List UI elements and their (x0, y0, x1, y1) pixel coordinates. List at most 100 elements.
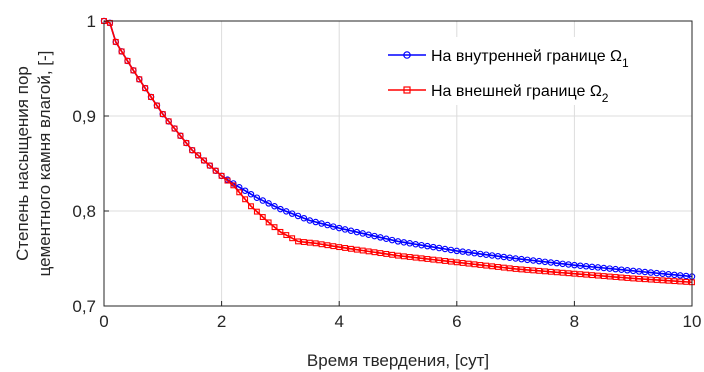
series-point (589, 272, 595, 279)
y-axis-label-line-1: Степень насыщения пор (13, 66, 32, 261)
legend: На внутренней границе Ω1 На внешней грани… (382, 37, 688, 105)
series-point (248, 203, 254, 210)
x-tick-label: 6 (452, 312, 461, 331)
series-point (683, 278, 690, 285)
series-point (241, 187, 249, 194)
series-point (253, 194, 261, 201)
series-point (530, 267, 537, 274)
series-point (430, 243, 437, 251)
y-axis-label-line-2: цементного камня влагой, [-] (35, 51, 54, 277)
series-point (677, 278, 684, 285)
x-tick-label: 4 (334, 312, 343, 331)
series-point (324, 221, 331, 229)
series-point (283, 232, 290, 239)
series-point (265, 200, 272, 207)
series-point (642, 276, 648, 283)
series-point (471, 261, 478, 268)
series-point (312, 218, 319, 226)
series-point (271, 224, 278, 231)
series-point (483, 262, 490, 269)
y-tick-label: 1 (87, 12, 96, 31)
series-point (395, 252, 401, 259)
series-point (312, 240, 319, 247)
series-2 (101, 18, 695, 286)
series-point (195, 152, 202, 159)
series-point (183, 140, 190, 146)
x-tick-label: 8 (570, 312, 579, 331)
axes-box (103, 20, 693, 307)
series-point (224, 177, 231, 184)
series-point (524, 266, 531, 273)
series-point (247, 190, 255, 198)
series-point (112, 38, 119, 45)
series-point (606, 273, 613, 280)
series-point (400, 239, 408, 246)
series-point (659, 277, 666, 284)
series-point (277, 205, 284, 213)
series-point (583, 271, 590, 278)
series-point (418, 255, 425, 262)
series-point (500, 264, 507, 271)
series-point (388, 236, 396, 244)
series-point (453, 247, 461, 255)
series-point (665, 277, 672, 284)
series-point (424, 242, 431, 250)
x-axis-label: Время твердения, [сут] (307, 351, 489, 370)
series-point (447, 258, 454, 265)
series-point (335, 224, 343, 232)
series-point (506, 265, 513, 272)
series-point (559, 269, 566, 276)
series-point (412, 254, 419, 261)
series-point (189, 147, 196, 154)
plot-area (100, 17, 696, 286)
series-point (318, 241, 325, 248)
series-point (347, 227, 355, 235)
series-point (594, 272, 601, 279)
series-point (336, 244, 343, 251)
series-point (377, 250, 384, 257)
series-point (295, 238, 301, 245)
series-point (206, 162, 213, 169)
series-point (218, 172, 225, 179)
series-point (453, 259, 460, 266)
series-point (447, 246, 455, 254)
series-point (671, 278, 678, 285)
series-point (424, 256, 431, 262)
series-point (442, 258, 448, 264)
series-point (553, 269, 560, 276)
series-point (436, 257, 443, 264)
series-point (441, 245, 449, 253)
series-point (653, 277, 660, 283)
legend-label: На внешней границе Ω2 (431, 83, 609, 105)
series-point (577, 271, 584, 278)
series-point (400, 253, 407, 260)
series-point (518, 266, 525, 273)
series-point (259, 214, 266, 220)
ticks: 0 2 4 6 8 10 0,7 0,8 0,9 1 (72, 12, 701, 331)
series-point (300, 214, 308, 222)
series-point (389, 251, 396, 258)
series-point (536, 267, 543, 274)
series-point (353, 228, 361, 236)
series-point (124, 57, 131, 64)
series-point (647, 276, 654, 283)
series-point (406, 254, 413, 260)
series-point (294, 212, 302, 220)
series-point (265, 219, 272, 226)
series-point (488, 252, 496, 259)
series-point (342, 245, 349, 251)
series-point (630, 275, 637, 282)
series-point (330, 223, 337, 230)
series-point (330, 243, 337, 250)
series-point (636, 275, 643, 282)
x-tick-label: 2 (217, 312, 226, 331)
series-point (465, 260, 472, 267)
series-point (212, 167, 219, 174)
legend-box (382, 37, 688, 105)
series-point (359, 247, 366, 254)
series-point (371, 249, 378, 256)
legend-marker (403, 86, 411, 94)
series-point (201, 157, 207, 164)
series-point (230, 182, 237, 189)
series-point (159, 111, 166, 118)
